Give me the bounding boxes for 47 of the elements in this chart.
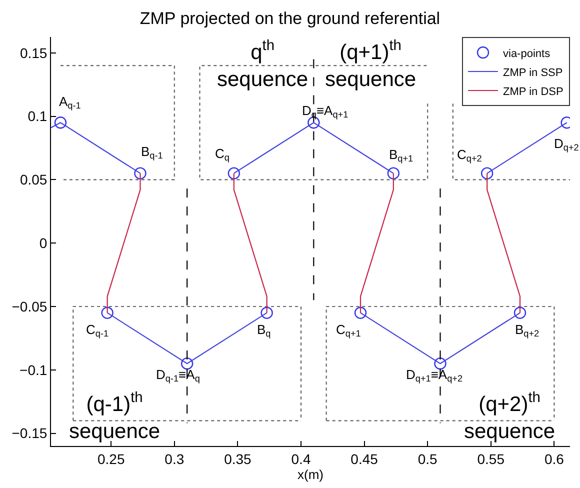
point <box>514 306 526 319</box>
x-tick-label: 0.3 <box>164 450 184 467</box>
point <box>228 167 240 180</box>
point <box>434 357 446 370</box>
annotation: (q+2)$^{th}$ sequence <box>464 390 556 444</box>
point <box>134 167 146 180</box>
point <box>180 357 194 370</box>
y-tick-label: 0 <box>39 234 48 251</box>
x-tick-label: 0.5 <box>418 450 438 467</box>
y-tick-label: 0.15 <box>20 44 48 61</box>
x-tick-label: 0.25 <box>98 450 125 467</box>
y-tick-label: −0.15 <box>12 425 48 442</box>
annotation: (q-1)$^{th}$ sequence <box>69 390 160 444</box>
annotation: C$_{q+2}$ <box>457 147 482 164</box>
y-tick-label: 0.05 <box>20 172 48 188</box>
annotation: B$_{q}$ <box>257 322 271 339</box>
point <box>387 167 400 180</box>
y-tick-label: −0.1 <box>20 362 48 378</box>
annotation: C$_{q}$ <box>215 146 230 163</box>
x-tick-label: 0.55 <box>477 450 505 467</box>
chart-title: ZMP projected on the ground referential <box>140 9 440 28</box>
point <box>260 306 273 319</box>
legend-label: via-points <box>503 48 551 60</box>
annotation: q$^{th}$ sequence <box>217 38 308 92</box>
annotation: A$_{q-1}$ <box>59 94 81 111</box>
annotation: D$_{q+2}$ <box>554 136 579 153</box>
legend-label: ZMP in SSP <box>503 66 563 79</box>
x-tick-label: 0.6 <box>544 450 564 467</box>
annotation: D$_{q-1}$≡A$_{q}$ <box>156 367 200 384</box>
annotation: B$_{q+1}$ <box>389 147 414 164</box>
y-tick-label: −0.05 <box>12 298 48 314</box>
annotation: D$_{q+1}$≡A$_{q+2}$ <box>406 367 463 384</box>
annotation: B$_{q-1}$ <box>141 144 163 161</box>
x-tick-label: 0.4 <box>291 450 311 467</box>
point <box>480 167 494 180</box>
x-tick-label: 0.45 <box>350 450 378 467</box>
point <box>101 306 114 319</box>
annotation: C$_{q+1}$ <box>336 322 361 339</box>
annotation: (q+1)$^{th}$ sequence <box>325 38 416 92</box>
y-tick-label: 0.1 <box>28 108 48 124</box>
point <box>54 116 67 129</box>
x-tick-label: 0.35 <box>224 450 252 467</box>
annotation: B$_{q+2}$ <box>515 322 540 339</box>
x-axis-title: x(m) <box>298 466 324 482</box>
legend-label: ZMP in DSP <box>503 86 564 98</box>
point <box>354 306 367 319</box>
annotation: C$_{q-1}$ <box>86 322 109 339</box>
